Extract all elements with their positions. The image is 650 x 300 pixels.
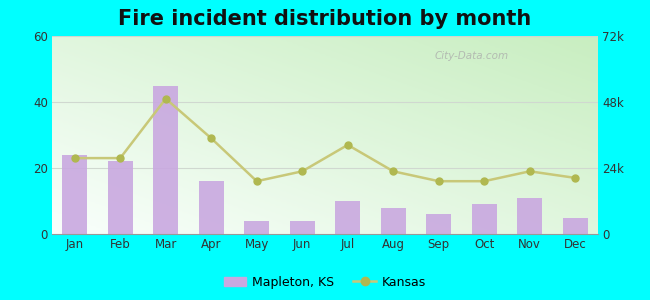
- Bar: [244, 221, 269, 234]
- Bar: [563, 218, 588, 234]
- Bar: [381, 208, 406, 234]
- Bar: [108, 161, 133, 234]
- Bar: [199, 181, 224, 234]
- Bar: [426, 214, 451, 234]
- Bar: [472, 204, 497, 234]
- Legend: Mapleton, KS, Kansas: Mapleton, KS, Kansas: [218, 271, 432, 294]
- Bar: [335, 201, 360, 234]
- Title: Fire incident distribution by month: Fire incident distribution by month: [118, 9, 532, 29]
- Bar: [517, 198, 542, 234]
- Bar: [153, 85, 178, 234]
- Text: City-Data.com: City-Data.com: [434, 51, 508, 61]
- Bar: [62, 155, 87, 234]
- Bar: [290, 221, 315, 234]
